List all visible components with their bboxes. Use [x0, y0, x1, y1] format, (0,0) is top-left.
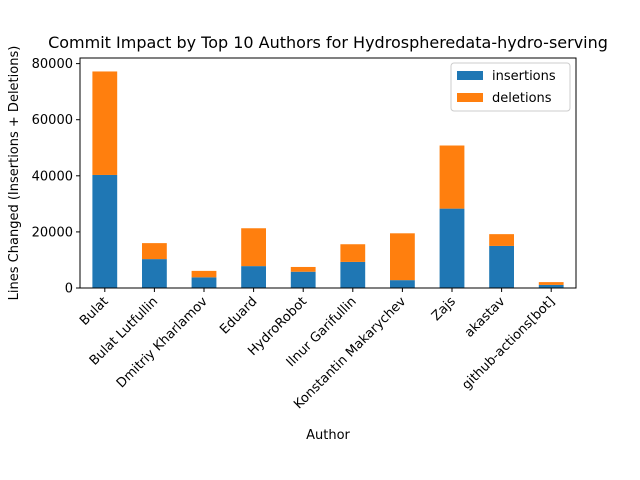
bar-deletions-3 — [241, 228, 266, 267]
y-tick-label: 20000 — [32, 225, 73, 240]
x-tick-label: Dmitriy Kharlamov — [114, 294, 211, 391]
bar-insertions-4 — [290, 271, 316, 288]
bar-deletions-4 — [290, 266, 316, 272]
bar-insertions-9 — [538, 284, 564, 288]
bar-deletions-6 — [390, 233, 415, 281]
bar-deletions-9 — [538, 282, 564, 285]
x-tick-label: Bulat — [77, 294, 112, 329]
legend-label-insertions: insertions — [492, 69, 556, 84]
x-tick-label: akastav — [462, 294, 509, 341]
x-tick-label: Zajs — [429, 294, 459, 324]
plot-frame — [79, 57, 577, 289]
bar-insertions-0 — [92, 174, 118, 288]
bar-deletions-8 — [489, 234, 514, 246]
bar-deletions-2 — [191, 270, 217, 278]
bar-insertions-5 — [340, 261, 366, 288]
legend-label-deletions: deletions — [492, 91, 552, 106]
x-tick-label: github-actions[bot] — [459, 294, 558, 393]
bar-deletions-7 — [439, 145, 465, 209]
bar-insertions-8 — [489, 245, 514, 288]
bar-insertions-3 — [241, 266, 266, 288]
bar-insertions-6 — [390, 280, 415, 288]
chart-title: Commit Impact by Top 10 Authors for Hydr… — [48, 33, 608, 52]
y-tick-label: 0 — [65, 282, 73, 297]
bar-deletions-5 — [340, 244, 366, 262]
bar-insertions-1 — [142, 259, 167, 288]
bar-deletions-0 — [92, 71, 118, 175]
x-axis-label: Author — [306, 428, 350, 443]
legend-swatch-deletions — [457, 93, 483, 102]
legend: insertions deletions — [450, 62, 571, 112]
bar-insertions-2 — [191, 277, 217, 288]
y-tick-label: 40000 — [32, 169, 73, 184]
bar-deletions-1 — [142, 243, 167, 260]
bar-insertions-7 — [439, 208, 465, 288]
x-tick-label: Eduard — [217, 294, 260, 337]
y-tick-label: 60000 — [32, 113, 73, 128]
y-tick-label: 80000 — [32, 57, 73, 72]
legend-swatch-insertions — [457, 71, 483, 80]
y-axis-label: Lines Changed (Insertions + Deletions) — [7, 46, 22, 301]
